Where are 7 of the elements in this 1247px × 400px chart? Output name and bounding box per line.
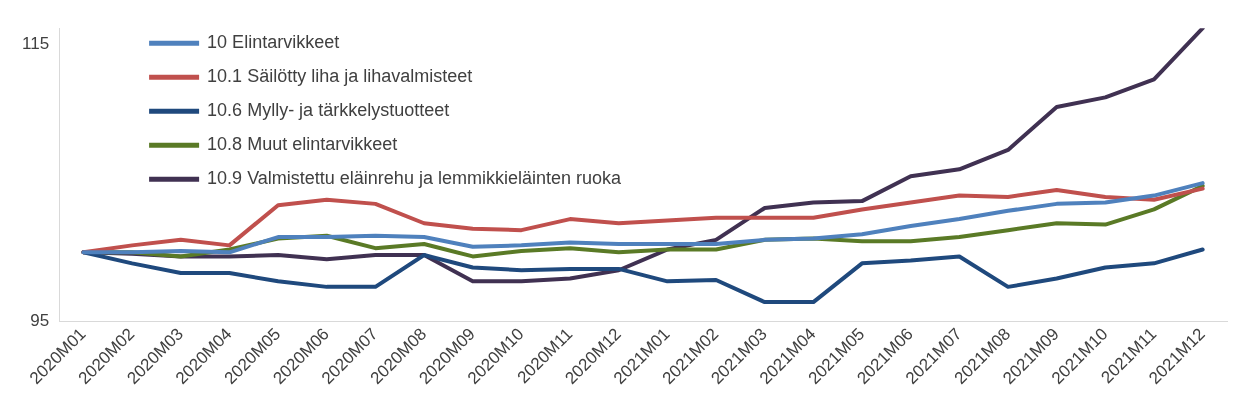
legend-label: 10.8 Muut elintarvikkeet — [207, 134, 398, 155]
legend-label: 10.9 Valmistettu eläinrehu ja lemmikkieläinten ruoka — [207, 168, 622, 189]
legend-label: 10 Elintarvikkeet — [207, 32, 340, 53]
legend-label: 10.6 Mylly- ja tärkkelystuotteet — [207, 100, 450, 121]
y-tick-label: 115 — [21, 34, 50, 54]
y-tick-label: 95 — [30, 311, 50, 331]
legend-label: 10.1 Säilötty liha ja lihavalmisteet — [207, 66, 473, 87]
